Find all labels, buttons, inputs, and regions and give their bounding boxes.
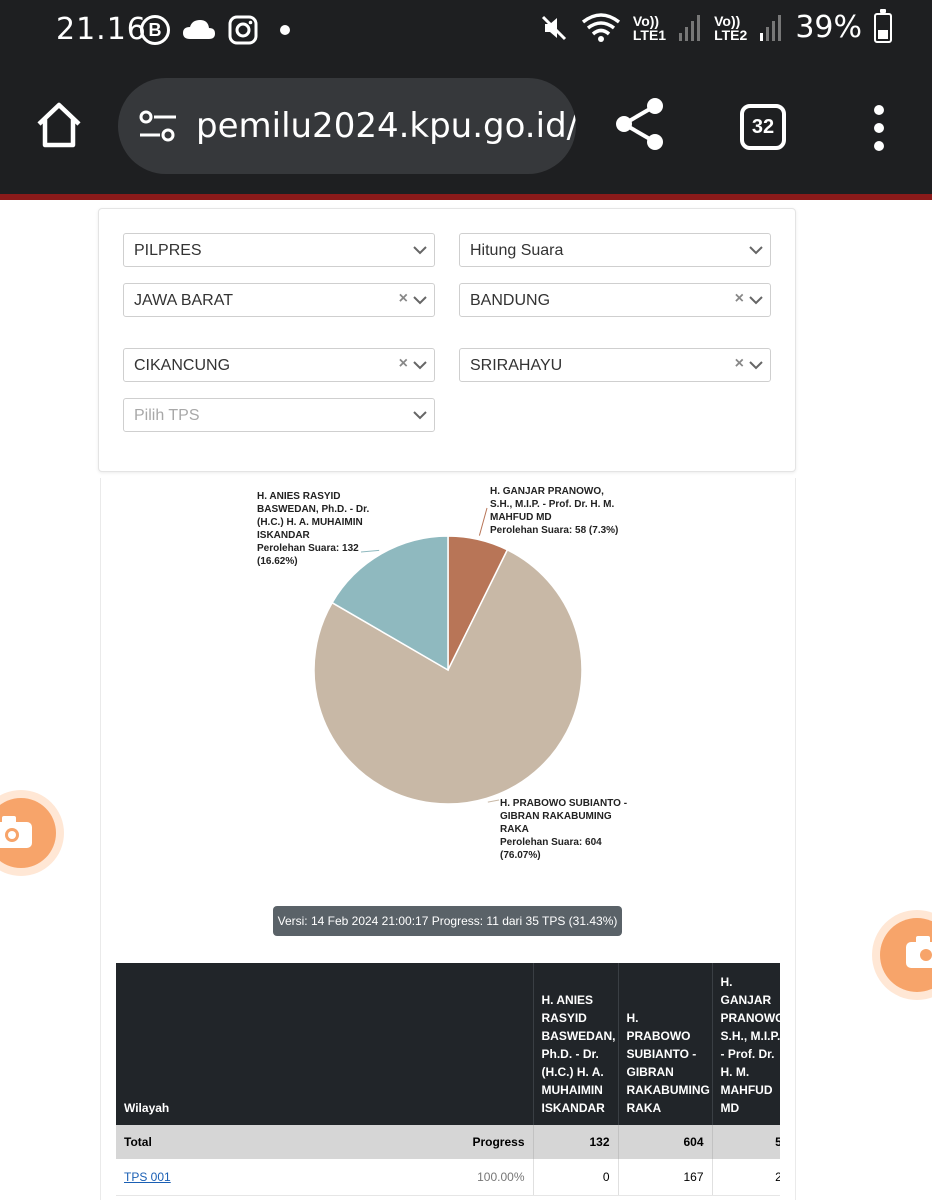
vote-chart: H. ANIES RASYID BASWEDAN, Ph.D. - Dr. (H… — [100, 478, 796, 1200]
district-select[interactable]: CIKANCUNG × — [123, 348, 435, 382]
header-ganjar: H. GANJAR PRANOWO, S.H., M.I.P. - Prof. … — [712, 963, 780, 1125]
total-anies: 132 — [533, 1125, 619, 1159]
tps-select[interactable]: Pilih TPS — [123, 398, 435, 432]
pie-slice-anies[interactable] — [331, 535, 449, 672]
label-ganjar: H. GANJAR PRANOWO, S.H., M.I.P. - Prof. … — [490, 486, 619, 536]
chevron-down-icon — [413, 296, 427, 305]
province-select[interactable]: JAWA BARAT × — [123, 283, 435, 317]
total-ganjar: 58 — [712, 1125, 780, 1159]
chevron-down-icon — [413, 411, 427, 420]
header-wilayah: Wilayah — [116, 963, 534, 1125]
row-wilayah-cell: TPS 001 100.00% — [116, 1159, 534, 1196]
results-table-wrapper[interactable]: Wilayah H. ANIES RASYID BASWEDAN, Ph.D. … — [116, 963, 780, 1200]
table-row: TPS 001 100.00% 0 167 22 — [116, 1159, 780, 1196]
camera-icon — [0, 816, 32, 848]
pie-chart — [313, 507, 583, 805]
label-connector — [487, 799, 500, 803]
total-cell: Total Progress — [116, 1125, 534, 1159]
home-icon[interactable] — [34, 100, 84, 150]
cloud-icon — [183, 20, 215, 39]
status-right-icons: Vo)) LTE1 Vo)) LTE2 39% — [539, 8, 892, 45]
label-connector — [478, 507, 488, 536]
filter-card: PILPRES Hitung Suara JAWA BARAT × BANDUN… — [98, 208, 796, 472]
label-prabowo: H. PRABOWO SUBIANTO - GIBRAN RAKABUMING … — [500, 798, 628, 861]
floating-camera-button[interactable] — [0, 790, 64, 876]
floating-camera-button[interactable] — [872, 910, 932, 1000]
address-bar[interactable]: pemilu2024.kpu.go.id/j — [118, 78, 576, 174]
tps-link[interactable]: TPS 001 — [124, 1169, 171, 1184]
status-bar: 21.16 B Vo)) LTE1 Vo)) LTE2 39% — [0, 0, 932, 66]
row-anies: 0 — [533, 1159, 619, 1196]
row-prabowo: 167 — [618, 1159, 713, 1196]
clear-icon[interactable]: × — [734, 290, 744, 307]
camera-icon — [906, 936, 932, 968]
network-label-2: Vo)) LTE2 — [714, 12, 748, 43]
network-label-1: Vo)) LTE1 — [632, 12, 667, 43]
chevron-down-icon — [749, 246, 763, 255]
url-text: pemilu2024.kpu.go.id/j — [196, 106, 576, 146]
dot-icon — [280, 25, 290, 35]
share-icon[interactable] — [612, 96, 668, 152]
pie-slice-prabowo[interactable] — [313, 548, 583, 805]
chevron-down-icon — [413, 361, 427, 370]
results-table: Wilayah H. ANIES RASYID BASWEDAN, Ph.D. … — [116, 963, 780, 1196]
chevron-down-icon — [413, 246, 427, 255]
tab-count-button[interactable]: 32 — [740, 104, 786, 150]
mute-icon — [541, 15, 566, 40]
mode-select[interactable]: Hitung Suara — [459, 233, 771, 267]
more-menu-icon[interactable] — [866, 104, 892, 152]
village-select[interactable]: SRIRAHAYU × — [459, 348, 771, 382]
b-circle-icon: B — [140, 15, 170, 45]
status-time: 21.16 — [56, 12, 147, 47]
tune-icon[interactable] — [138, 108, 178, 144]
battery-icon — [874, 8, 892, 43]
instagram-icon — [228, 15, 258, 45]
city-select[interactable]: BANDUNG × — [459, 283, 771, 317]
browser-toolbar: pemilu2024.kpu.go.id/j 32 — [0, 66, 932, 194]
wifi-icon — [581, 12, 620, 42]
clear-icon[interactable]: × — [734, 355, 744, 372]
label-anies: H. ANIES RASYID BASWEDAN, Ph.D. - Dr. (H… — [257, 491, 370, 567]
total-row: Total Progress 132 604 58 — [116, 1125, 780, 1159]
header-accent-line — [0, 194, 932, 200]
signal-icon — [760, 14, 782, 41]
label-connector — [360, 549, 380, 553]
battery-percent: 39% — [795, 10, 862, 45]
version-badge: Versi: 14 Feb 2024 21:00:17 Progress: 11… — [273, 906, 622, 936]
status-left-icons: B — [140, 15, 300, 45]
battery-fill — [878, 29, 888, 39]
row-ganjar: 22 — [712, 1159, 780, 1196]
signal-icon — [679, 14, 701, 41]
election-select[interactable]: PILPRES — [123, 233, 435, 267]
chevron-down-icon — [749, 361, 763, 370]
chevron-down-icon — [749, 296, 763, 305]
clear-icon[interactable]: × — [398, 355, 408, 372]
total-prabowo: 604 — [618, 1125, 713, 1159]
header-prabowo: H. PRABOWO SUBIANTO - GIBRAN RAKABUMING … — [618, 963, 713, 1125]
header-anies: H. ANIES RASYID BASWEDAN, Ph.D. - Dr. (H… — [533, 963, 619, 1125]
clear-icon[interactable]: × — [398, 290, 408, 307]
